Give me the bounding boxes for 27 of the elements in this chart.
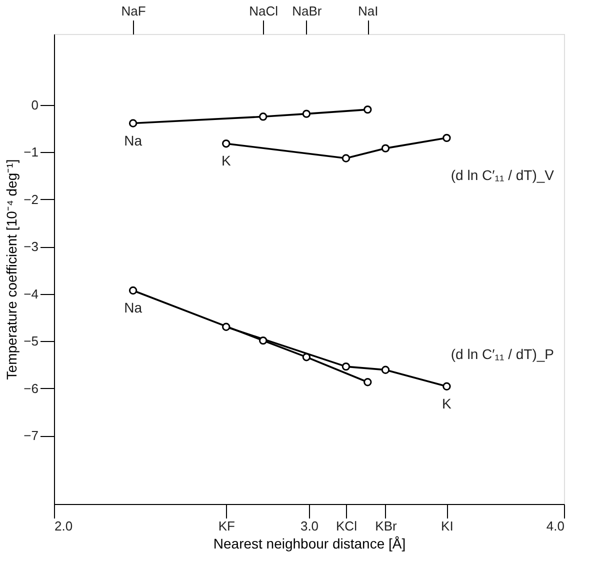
y-tick-label: −2 [24,192,38,207]
x-tick-label: KI [441,518,454,534]
x-tick-label: 3.0 [300,518,319,534]
annotation: Na [124,132,142,148]
x-tick-label: KBr [375,518,398,534]
y-tick-label: −4 [24,286,38,302]
annotation: (d ln C′₁₁ / dT)_P [450,346,554,362]
y-tick-label: −3 [24,239,38,254]
x-tick-label: 2.0 [54,518,73,534]
annotation: NaBr [292,4,322,18]
x-tick-label: 4.0 [546,518,564,534]
y-axis-title: Temperature coefficient [10⁻⁴ deg⁻¹] [4,159,20,380]
annotation: NaCl [249,4,278,18]
y-tick-label: −5 [24,334,38,349]
x-tick-label: KF [218,518,235,534]
annotation: (d ln C′₁₁ / dT)_V [450,167,555,183]
annotation: NaI [358,4,378,18]
annotation: K [442,395,452,412]
x-tick-label: KCl [336,518,358,534]
y-tick-label: −1 [24,144,38,160]
annotation: NaF [121,4,146,18]
y-tick-label: −7 [24,428,38,444]
annotation: K [221,152,232,169]
x-axis-title: Nearest neighbour distance [Å] [213,536,406,552]
y-tick-label: −6 [24,380,38,396]
annotation: Na [124,299,142,316]
y-tick-label: 0 [31,97,38,112]
